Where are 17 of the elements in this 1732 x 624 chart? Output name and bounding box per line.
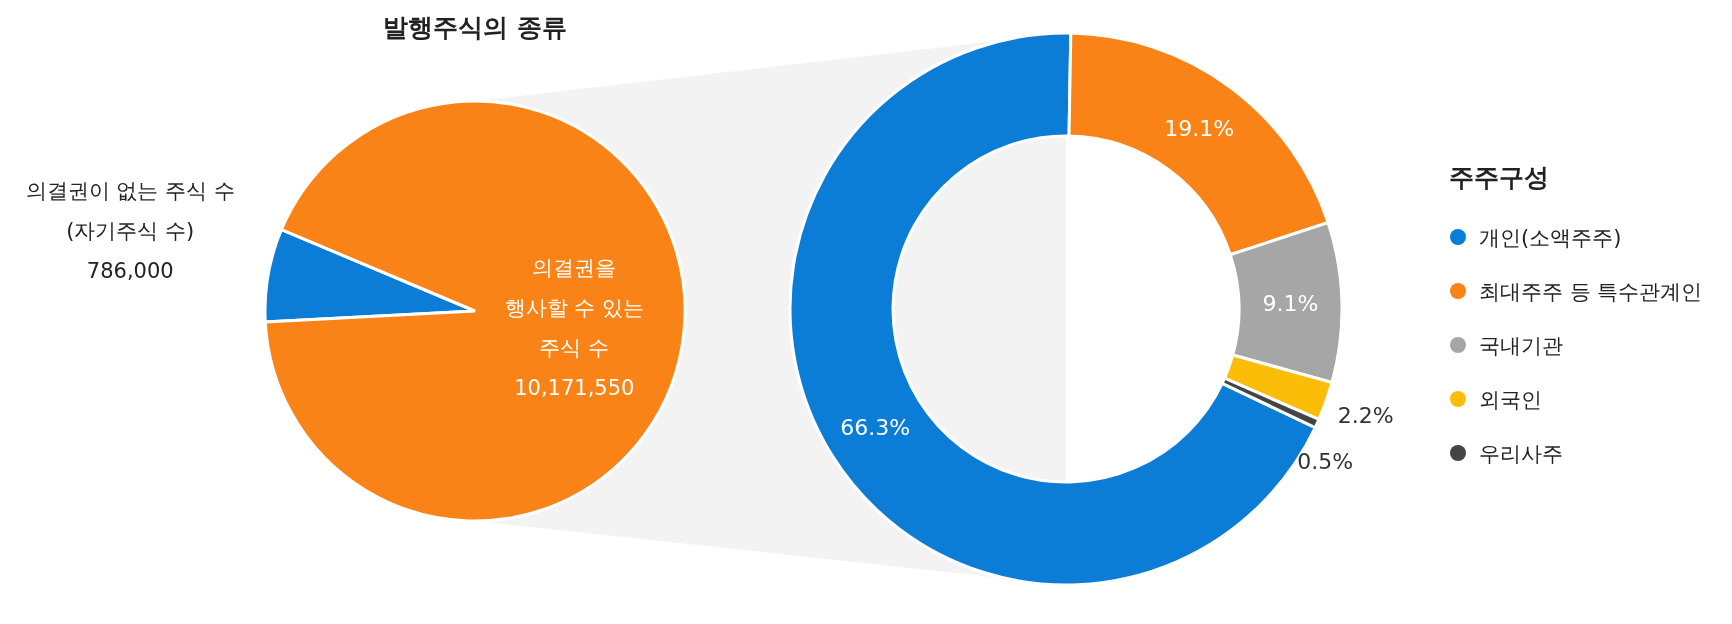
data-label: 0.5% <box>1297 449 1354 475</box>
data-label: 19.1% <box>1164 116 1235 142</box>
data-label: 2.2% <box>1337 403 1394 429</box>
chart-title: 발행주식의 종류 <box>383 13 567 42</box>
legend-label: 개인(소액주주) <box>1479 226 1622 250</box>
legend-label: 외국인 <box>1479 388 1542 412</box>
legend-label: 최대주주 등 특수관계인 <box>1479 280 1703 304</box>
pie-slice <box>263 99 687 523</box>
data-label: 786,000 <box>85 257 175 285</box>
legend-label: 우리사주 <box>1479 442 1563 466</box>
slice-label: 의결권을 행사할 수 있는 주식 수 <box>504 255 645 363</box>
data-label: 66.3% <box>840 415 911 441</box>
data-label: 9.1% <box>1262 291 1319 317</box>
data-label: 10,171,550 <box>513 375 636 403</box>
slice-label: 의결권이 없는 주식 수 (자기주식 수) <box>24 177 236 245</box>
legend-title: 주주구성 <box>1449 163 1549 192</box>
legend-label: 국내기관 <box>1479 334 1563 358</box>
